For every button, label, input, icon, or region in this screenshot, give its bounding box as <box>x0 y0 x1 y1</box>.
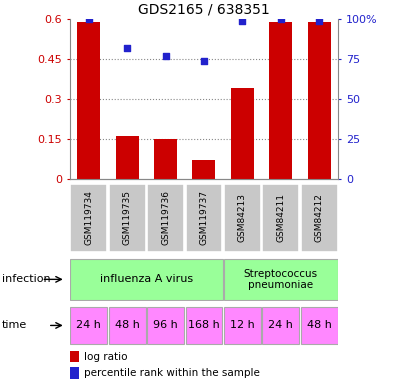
Text: GSM84211: GSM84211 <box>276 194 285 242</box>
Point <box>239 18 246 24</box>
Bar <box>147 184 184 252</box>
Text: 12 h: 12 h <box>230 320 255 331</box>
Text: GSM119737: GSM119737 <box>199 190 209 245</box>
Bar <box>109 307 146 344</box>
Point <box>124 45 131 51</box>
Bar <box>70 367 79 379</box>
Text: time: time <box>2 320 27 331</box>
Point <box>162 53 169 59</box>
Bar <box>154 139 177 179</box>
Text: influenza A virus: influenza A virus <box>100 274 193 285</box>
Point <box>277 16 284 22</box>
Bar <box>269 22 292 179</box>
Bar <box>70 351 79 362</box>
Bar <box>262 184 299 252</box>
Bar <box>301 184 338 252</box>
Bar <box>224 307 261 344</box>
Text: 168 h: 168 h <box>188 320 220 331</box>
Bar <box>70 184 107 252</box>
Text: percentile rank within the sample: percentile rank within the sample <box>84 368 260 378</box>
Bar <box>193 160 215 179</box>
Text: GSM119735: GSM119735 <box>123 190 132 245</box>
Text: GSM84213: GSM84213 <box>238 194 247 242</box>
Text: GSM119734: GSM119734 <box>84 190 94 245</box>
Text: infection: infection <box>2 274 51 285</box>
Title: GDS2165 / 638351: GDS2165 / 638351 <box>138 3 270 17</box>
Text: 96 h: 96 h <box>153 320 178 331</box>
Bar <box>109 184 146 252</box>
Bar <box>301 307 338 344</box>
Bar <box>262 307 299 344</box>
Text: log ratio: log ratio <box>84 352 128 362</box>
Text: 24 h: 24 h <box>76 320 101 331</box>
Bar <box>224 259 338 300</box>
Text: Streptococcus
pneumoniae: Streptococcus pneumoniae <box>244 268 318 290</box>
Bar <box>70 307 107 344</box>
Point <box>316 18 322 24</box>
Bar <box>185 184 222 252</box>
Point <box>201 58 207 64</box>
Text: GSM84212: GSM84212 <box>314 194 324 242</box>
Bar <box>77 22 100 179</box>
Bar <box>147 307 184 344</box>
Bar <box>185 307 222 344</box>
Text: 48 h: 48 h <box>307 320 332 331</box>
Text: 24 h: 24 h <box>268 320 293 331</box>
Bar <box>224 184 261 252</box>
Bar <box>231 88 254 179</box>
Text: GSM119736: GSM119736 <box>161 190 170 245</box>
Bar <box>70 259 223 300</box>
Bar <box>308 22 331 179</box>
Point <box>86 16 92 22</box>
Text: 48 h: 48 h <box>115 320 140 331</box>
Bar <box>116 136 139 179</box>
